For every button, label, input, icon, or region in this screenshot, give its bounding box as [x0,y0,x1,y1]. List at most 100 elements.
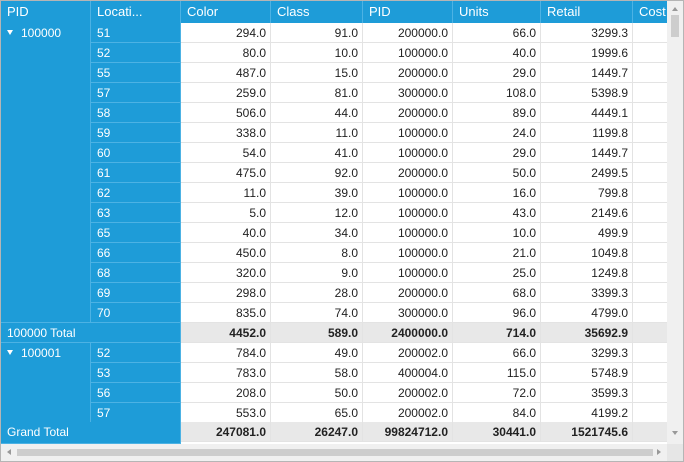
location-header-text: 51 [97,26,111,40]
vertical-scrollbar[interactable] [667,1,683,444]
scroll-down[interactable] [672,431,678,435]
value-cell-text: 91.0 [334,26,358,40]
value-cell: 8.0 [271,243,363,263]
value-cell-text: 29.0 [512,146,536,160]
value-cell: 300000.0 [363,83,453,103]
scroll-right[interactable] [657,449,661,455]
value-cell-text: 50.0 [512,166,536,180]
location-header: 55 [91,63,181,83]
scroll-up[interactable] [672,7,678,11]
value-cell: 9.0 [271,263,363,283]
location-header: 59 [91,123,181,143]
column-header-text: Units [459,4,489,19]
location-header-text: 52 [97,346,111,360]
column-header-text: Retail [547,4,581,19]
value-cell-text: 54.0 [242,146,266,160]
scroll-thumb[interactable] [671,15,679,37]
value-cell: 43.0 [453,203,541,223]
location-header: 58 [91,103,181,123]
column-header[interactable]: Cost [633,1,667,23]
value-cell: 200002.0 [363,383,453,403]
value-cell: 835.0 [181,303,271,323]
value-cell-text: 300000.0 [397,86,448,100]
column-header[interactable]: Units [453,1,541,23]
scroll-thumb[interactable] [17,449,653,456]
value-cell-text: 200000.0 [397,286,448,300]
total-cell: 2400000.0 [363,323,453,343]
location-header-text: 69 [97,286,111,300]
value-cell-text: 12.0 [334,206,358,220]
value-cell-text: 100000.0 [397,186,448,200]
scroll-left[interactable] [7,449,11,455]
value-cell-text: 24.0 [512,126,536,140]
value-cell-text: 66.0 [512,26,536,40]
value-cell: 28.0 [271,283,363,303]
value-cell: 450.0 [181,243,271,263]
column-header[interactable]: PID [1,1,91,23]
total-cell-text: 2400000.0 [391,326,448,340]
value-cell: 487.0 [181,63,271,83]
value-cell: 15.0 [271,63,363,83]
column-header[interactable]: Locati... [91,1,181,23]
value-cell-text: 2149.6 [591,206,628,220]
location-header: 62 [91,183,181,203]
location-header: 70 [91,303,181,323]
value-cell-text: 5398.9 [591,86,628,100]
value-cell: 208.0 [181,383,271,403]
value-cell: 12.0 [271,203,363,223]
value-cell: 2499.5 [541,163,633,183]
column-header-text: Locati... [97,4,143,19]
value-cell: 200002.0 [363,403,453,423]
location-header-text: 62 [97,186,111,200]
value-cell: 100000.0 [363,203,453,223]
value-cell-text: 320.0 [235,266,266,280]
value-cell-text: 200002.0 [397,406,448,420]
value-cell-text: 96.0 [512,306,536,320]
location-header: 52 [91,43,181,63]
value-cell-text: 208.0 [235,386,266,400]
value-cell: 799.8 [541,183,633,203]
value-cell-text: 2499.5 [591,166,628,180]
value-cell: 80.0 [181,43,271,63]
location-header-text: 53 [97,366,111,380]
value-cell: 34.0 [271,223,363,243]
column-header[interactable]: Color [181,1,271,23]
value-cell: 100000.0 [363,243,453,263]
value-cell: 1999.6 [541,43,633,63]
value-cell-text: 4449.1 [591,106,628,120]
value-cell-text: 1249.8 [591,266,628,280]
value-cell: 84.0 [453,403,541,423]
value-cell-text: 89.0 [512,106,536,120]
value-cell: 1249.8 [541,263,633,283]
value-cell-text: 1449.7 [591,146,628,160]
value-cell-text: 21.0 [512,246,536,260]
value-cell-text: 783.0 [235,366,266,380]
collapse-toggle[interactable] [7,350,13,356]
value-cell: 50.0 [453,163,541,183]
total-cell-text: 26247.0 [314,425,358,439]
empty-cell [633,183,667,203]
value-cell-text: 100000.0 [397,226,448,240]
group-label: 100000 [21,26,62,40]
total-cell: 714.0 [453,323,541,343]
location-header: 65 [91,223,181,243]
value-cell: 784.0 [181,343,271,363]
location-header: 52 [91,343,181,363]
value-cell-text: 300000.0 [397,306,448,320]
location-header-text: 63 [97,206,111,220]
value-cell: 200000.0 [363,23,453,43]
value-cell-text: 475.0 [235,166,266,180]
collapse-toggle[interactable] [7,30,13,36]
horizontal-scrollbar[interactable] [1,444,667,461]
scroll-corner [667,444,683,461]
empty-cell [633,223,667,243]
value-cell-text: 41.0 [334,146,358,160]
value-cell-text: 68.0 [512,286,536,300]
column-header[interactable]: Retail [541,1,633,23]
value-cell-text: 553.0 [235,406,266,420]
total-cell-text: 247081.0 [215,425,266,439]
column-header[interactable]: PID [363,1,453,23]
value-cell-text: 25.0 [512,266,536,280]
column-header[interactable]: Class [271,1,363,23]
value-cell: 1449.7 [541,63,633,83]
